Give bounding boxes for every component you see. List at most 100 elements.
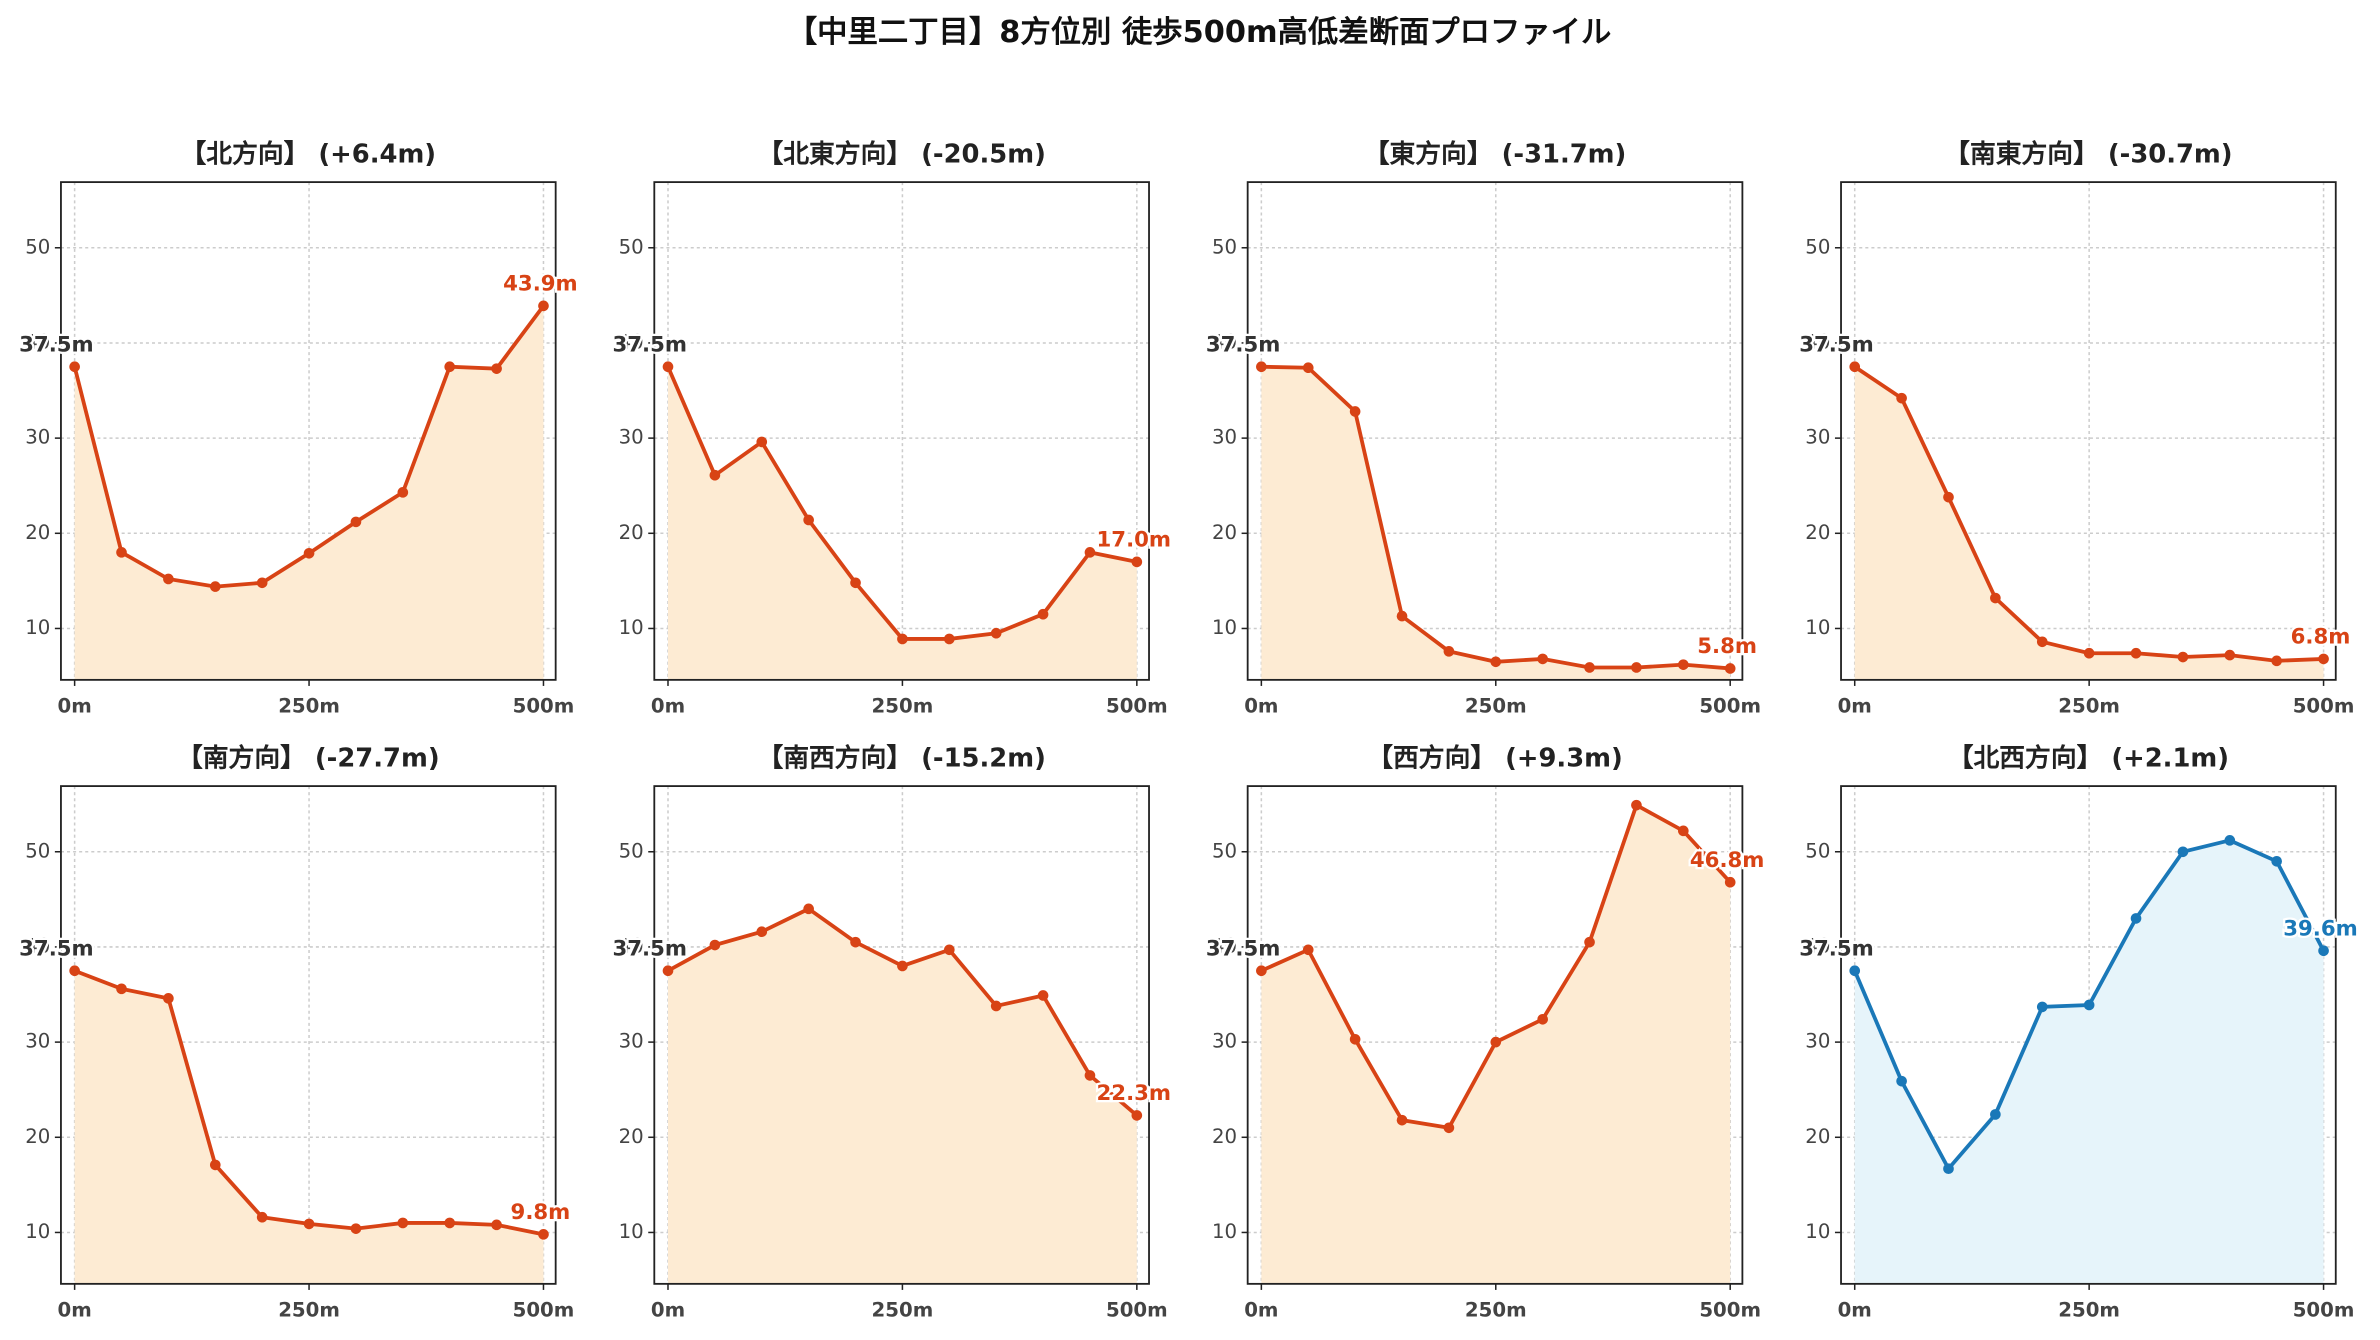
x-tick-label: 500m xyxy=(2293,695,2355,718)
y-tick-label: 40 xyxy=(25,934,50,957)
y-tick-label: 10 xyxy=(1805,1220,1830,1243)
point xyxy=(303,1218,315,1230)
point xyxy=(2177,651,2189,663)
y-tick-label: 50 xyxy=(1212,235,1237,258)
point xyxy=(1896,392,1907,404)
subplot-title: 【北東方向】 (-20.5m) xyxy=(757,138,1045,169)
point xyxy=(709,939,721,951)
point xyxy=(1584,662,1595,673)
y-tick-label: 50 xyxy=(25,235,50,258)
point xyxy=(538,1229,549,1240)
point xyxy=(1990,592,2001,604)
point xyxy=(1131,556,1143,568)
y-tick-label: 10 xyxy=(619,1220,644,1243)
point xyxy=(1349,1033,1361,1045)
point xyxy=(756,436,768,448)
point xyxy=(803,514,814,526)
y-tick-label: 50 xyxy=(25,839,50,862)
point xyxy=(756,926,768,938)
x-tick-label: 250m xyxy=(278,1299,340,1322)
x-tick-label: 0m xyxy=(1244,695,1278,718)
area xyxy=(1261,366,1731,680)
value-label: 37.5m xyxy=(1206,936,1281,961)
y-tick-label: 30 xyxy=(25,1030,50,1053)
point xyxy=(990,1000,1002,1012)
point xyxy=(444,361,456,373)
value-label: 37.5m xyxy=(1799,332,1874,357)
value-label: 6.8m xyxy=(2291,625,2351,650)
subplot-title: 【南東方向】 (-30.7m) xyxy=(1944,138,2232,169)
x-tick-label: 500m xyxy=(513,1299,575,1322)
x-tick-label: 0m xyxy=(651,1299,685,1322)
point xyxy=(1349,406,1361,417)
x-tick-label: 500m xyxy=(1106,695,1168,718)
point xyxy=(444,1217,456,1229)
y-tick-label: 10 xyxy=(619,616,644,639)
value-label: 37.5m xyxy=(19,936,94,961)
point xyxy=(850,577,861,589)
value-label: 37.5m xyxy=(613,332,688,357)
y-tick-label: 30 xyxy=(1805,426,1830,449)
x-tick-label: 0m xyxy=(651,695,685,718)
point xyxy=(69,965,80,977)
x-tick-label: 0m xyxy=(57,1299,91,1322)
x-tick-label: 500m xyxy=(513,695,575,718)
x-tick-label: 250m xyxy=(2058,1299,2120,1322)
x-tick-label: 500m xyxy=(2293,1299,2355,1322)
point xyxy=(2083,647,2095,659)
point xyxy=(897,633,908,645)
y-tick-label: 40 xyxy=(25,330,50,353)
point xyxy=(303,547,315,559)
y-tick-label: 20 xyxy=(1805,1125,1830,1148)
x-tick-label: 0m xyxy=(1838,1299,1872,1322)
y-tick-label: 20 xyxy=(1212,1125,1237,1148)
frame xyxy=(653,181,1150,681)
x-tick-label: 0m xyxy=(1244,1299,1278,1322)
point xyxy=(1131,1110,1143,1121)
point xyxy=(209,1159,221,1171)
point xyxy=(2224,835,2236,846)
y-tick-label: 20 xyxy=(25,1125,50,1148)
point xyxy=(1396,610,1408,622)
x-tick-label: 250m xyxy=(872,1299,934,1322)
y-tick-label: 30 xyxy=(1212,1030,1237,1053)
y-tick-label: 40 xyxy=(1805,934,1830,957)
y-tick-label: 30 xyxy=(25,426,50,449)
point xyxy=(2130,913,2142,924)
point xyxy=(850,936,861,948)
value-label: 17.0m xyxy=(1097,528,1172,553)
point xyxy=(2036,1001,2048,1013)
value-label: 22.3m xyxy=(1097,1081,1172,1106)
point xyxy=(163,993,174,1004)
frame xyxy=(60,181,557,681)
point xyxy=(1084,547,1096,558)
y-tick-label: 50 xyxy=(1212,839,1237,862)
y-tick-label: 10 xyxy=(1212,616,1237,639)
point xyxy=(397,1217,409,1229)
subplot-title: 【西方向】 (+9.3m) xyxy=(1367,742,1623,773)
point xyxy=(2271,655,2282,667)
y-tick-label: 40 xyxy=(1805,330,1830,353)
point xyxy=(491,363,502,374)
value-label: 37.5m xyxy=(1799,936,1874,961)
x-tick-label: 0m xyxy=(57,695,91,718)
frame xyxy=(1246,181,1744,681)
point xyxy=(1724,876,1736,888)
point xyxy=(1943,1163,1954,1175)
point xyxy=(69,361,80,373)
point xyxy=(256,1211,268,1223)
figure-title: 【中里二丁目】8方位別 徒歩500m高低差断面プロファイル xyxy=(787,14,1612,50)
point xyxy=(1990,1109,2001,1120)
point xyxy=(1037,608,1049,620)
y-tick-label: 30 xyxy=(619,1030,644,1053)
y-tick-label: 40 xyxy=(1212,330,1237,353)
y-tick-label: 10 xyxy=(1805,616,1830,639)
y-tick-label: 30 xyxy=(1212,426,1237,449)
y-tick-label: 40 xyxy=(619,330,644,353)
x-tick-label: 250m xyxy=(1465,695,1527,718)
point xyxy=(1302,944,1314,956)
